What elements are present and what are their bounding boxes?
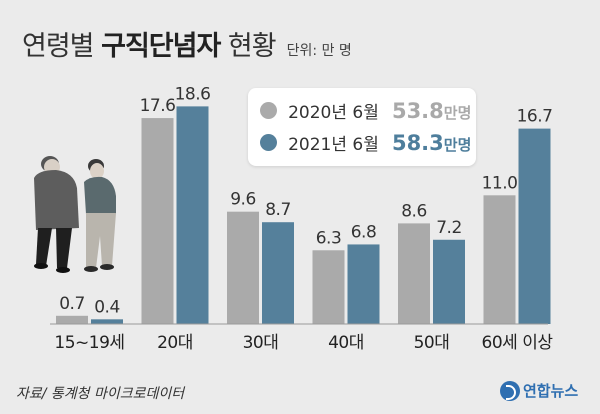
value-label-2020년6월-4: 8.6 bbox=[401, 201, 427, 221]
bar-2020년6월-1 bbox=[141, 118, 174, 324]
legend-item-2020: 2020년 6월 53.8만명 bbox=[260, 98, 471, 123]
yonhap-logo-icon bbox=[500, 380, 520, 401]
value-label-2021년6월-3: 6.8 bbox=[351, 222, 377, 242]
value-label-2021년6월-4: 7.2 bbox=[436, 218, 462, 238]
category-label-3: 40대 bbox=[328, 333, 364, 353]
bar-2020년6월-5 bbox=[483, 195, 516, 324]
legend-total-value-2021: 58.3 bbox=[391, 130, 444, 155]
bar-2021년6월-3 bbox=[347, 244, 380, 324]
bar-2021년6월-1 bbox=[176, 106, 209, 324]
legend-dot-2020 bbox=[260, 102, 277, 119]
elderly-men-icon bbox=[34, 156, 116, 273]
bar-2021년6월-0 bbox=[91, 319, 123, 324]
bar-2021년6월-2 bbox=[262, 222, 294, 324]
value-label-2021년6월-0: 0.4 bbox=[94, 297, 120, 317]
legend-dot-2021 bbox=[260, 134, 277, 151]
logo-text: 연합뉴스 bbox=[523, 382, 579, 400]
bar-2020년6월-3 bbox=[312, 250, 345, 324]
bar-2020년6월-2 bbox=[227, 211, 259, 324]
yonhap-logo: 연합뉴스 bbox=[500, 380, 578, 401]
value-label-2020년6월-2: 9.6 bbox=[230, 190, 256, 210]
title-suffix: 현황 bbox=[220, 31, 277, 62]
legend-item-2021: 2021년 6월 58.3만명 bbox=[260, 130, 471, 155]
legend-total-unit-2021: 만명 bbox=[443, 135, 472, 154]
unit-label: 단위: 만 명 bbox=[286, 43, 352, 59]
bar-2020년6월-0 bbox=[56, 315, 88, 324]
category-label-2: 30대 bbox=[243, 333, 279, 353]
value-label-2020년6월-5: 11.0 bbox=[482, 173, 518, 193]
value-label-2020년6월-3: 6.3 bbox=[316, 228, 342, 248]
legend: 2020년 6월 53.8만명 2021년 6월 58.3만명 bbox=[248, 88, 476, 166]
value-labels: 0.7 0.4 17.618.6 9.6 8.7 6.3 6.8 8.6 7.2 11.0 16.7 bbox=[59, 84, 553, 317]
title-main: 구직단념자 bbox=[101, 31, 221, 62]
legend-total-2020: 53.8만명 bbox=[392, 99, 471, 123]
category-label-5: 60세 이상 bbox=[482, 333, 554, 353]
legend-label-2020: 2020년 6월 bbox=[288, 103, 379, 123]
chart-title: 연령별 구직단념자 현황 단위: 만 명 bbox=[22, 24, 352, 63]
category-label-0: 15~19세 bbox=[54, 333, 124, 353]
bars bbox=[50, 106, 551, 325]
legend-total-unit-2020: 만명 bbox=[443, 103, 472, 122]
legend-total-value-2020: 53.8 bbox=[391, 98, 444, 123]
title-prefix: 연령별 bbox=[22, 31, 102, 62]
legend-total-2021: 58.3만명 bbox=[392, 131, 471, 155]
category-labels: 15~19세 20대 30대 40대 50대 60세 이상 bbox=[54, 333, 553, 353]
category-label-1: 20대 bbox=[157, 333, 193, 353]
legend-label-2021: 2021년 6월 bbox=[288, 135, 379, 155]
source-note: 자료/ 통계청 마이크로데이터 bbox=[16, 386, 185, 402]
value-label-2021년6월-2: 8.7 bbox=[265, 200, 291, 220]
man-left bbox=[34, 156, 79, 273]
bar-2021년6월-4 bbox=[433, 239, 465, 324]
bar-2021년6월-5 bbox=[518, 128, 551, 324]
value-label-2021년6월-5: 16.7 bbox=[517, 107, 553, 127]
bar-2020년6월-4 bbox=[398, 223, 430, 324]
value-label-2020년6월-1: 17.6 bbox=[140, 96, 176, 116]
category-label-4: 50대 bbox=[414, 333, 450, 353]
man-right bbox=[84, 159, 116, 272]
value-label-2020년6월-0: 0.7 bbox=[59, 294, 85, 314]
value-label-2021년6월-1: 18.6 bbox=[175, 84, 211, 104]
